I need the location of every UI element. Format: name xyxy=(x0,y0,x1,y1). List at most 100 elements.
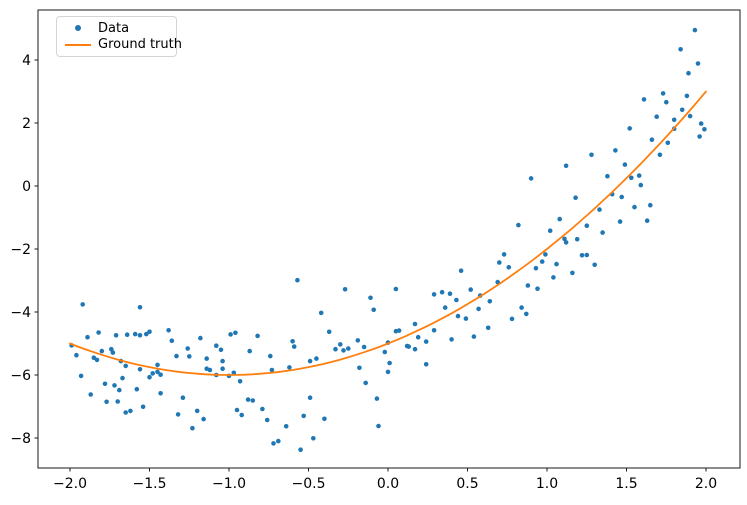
scatter-point xyxy=(641,97,647,102)
scatter-point xyxy=(684,93,690,99)
scatter-point xyxy=(85,334,90,340)
scatter-point xyxy=(298,447,303,453)
scatter-point xyxy=(144,331,149,337)
scatter-point xyxy=(431,328,437,333)
scatter-point xyxy=(412,321,418,327)
scatter-point xyxy=(463,316,469,321)
scatter-point xyxy=(207,367,213,373)
scatter-point xyxy=(412,346,418,352)
scatter-point xyxy=(80,302,85,307)
scatter-point xyxy=(671,117,677,123)
scatter-point xyxy=(132,331,138,337)
scatter-point xyxy=(271,441,276,446)
scatter-point xyxy=(371,307,377,313)
legend-item-data[interactable]: Data xyxy=(64,20,170,37)
scatter-point xyxy=(562,236,567,242)
scatter-point xyxy=(471,334,477,339)
scatter-point xyxy=(501,252,507,257)
scatter-point xyxy=(665,140,671,146)
scatter-point xyxy=(649,137,655,142)
scatter-point xyxy=(140,404,146,410)
scatter-point xyxy=(247,348,252,354)
scatter-point xyxy=(220,366,225,372)
scatter-point xyxy=(307,395,313,401)
scatter-point xyxy=(346,346,351,351)
scatter-point xyxy=(516,222,521,228)
scatter-point xyxy=(573,195,578,200)
scatter-point xyxy=(78,373,84,379)
scatter-point xyxy=(124,332,130,338)
scatter-point xyxy=(218,347,224,353)
scatter-point xyxy=(194,408,200,414)
scatter-point xyxy=(260,406,265,412)
y-tick-label: −8 xyxy=(10,431,31,447)
legend-swatch xyxy=(64,43,91,46)
scatter-point xyxy=(664,99,669,105)
y-tick-label: −6 xyxy=(10,368,31,384)
scatter-point xyxy=(543,252,548,257)
scatter-point xyxy=(487,299,493,304)
scatter-point xyxy=(228,332,233,337)
scatter-point xyxy=(454,297,459,303)
scatter-point xyxy=(91,355,97,361)
scatter-point xyxy=(355,338,361,343)
scatter-point xyxy=(99,348,105,354)
scatter-point xyxy=(692,27,698,33)
legend-item-ground-truth[interactable]: Ground truth xyxy=(64,37,182,54)
x-tick-label: −2.0 xyxy=(53,476,87,492)
scatter-point xyxy=(268,353,273,359)
scatter-point xyxy=(476,306,481,312)
scatter-point xyxy=(458,268,464,274)
scatter-point xyxy=(137,333,143,338)
scatter-point xyxy=(584,223,590,228)
scatter-point xyxy=(123,363,128,369)
scatter-point xyxy=(155,362,160,368)
scatter-point xyxy=(190,425,195,431)
scatter-point xyxy=(363,380,369,386)
scatter-point xyxy=(406,344,412,349)
scatter-point xyxy=(307,358,313,364)
scatter-point xyxy=(233,330,238,336)
scatter-point xyxy=(396,328,402,333)
scatter-point xyxy=(597,207,602,212)
axes-spines xyxy=(37,9,741,469)
scatter-point xyxy=(605,173,610,179)
scatter-point xyxy=(455,313,461,319)
scatter-point xyxy=(519,305,524,310)
scatter-point xyxy=(147,374,152,380)
x-tick-label: 0.5 xyxy=(456,476,478,492)
scatter-point xyxy=(94,357,100,363)
scatter-point xyxy=(110,350,116,355)
x-tick-label: 1.5 xyxy=(615,476,637,492)
scatter-point xyxy=(570,270,575,276)
scatter-point xyxy=(220,358,225,364)
scatter-point xyxy=(147,329,152,335)
scatter-point xyxy=(326,329,332,335)
scatter-point xyxy=(442,305,448,310)
y-tick-label: 0 xyxy=(22,179,31,195)
scatter-point xyxy=(648,202,653,208)
scatter-point xyxy=(234,407,240,413)
scatter-point xyxy=(525,283,531,288)
x-tick-label: −0.5 xyxy=(292,476,326,492)
y-tick-label: −2 xyxy=(10,242,31,258)
scatter-point xyxy=(104,399,109,405)
scatter-point xyxy=(150,371,155,376)
scatter-point xyxy=(551,275,556,280)
scatter-point xyxy=(283,424,289,429)
scatter-point xyxy=(112,383,117,388)
scatter-point xyxy=(276,438,281,444)
scatter-point xyxy=(237,379,243,384)
scatter-point xyxy=(506,265,512,270)
legend[interactable]: Data Ground truth xyxy=(56,16,182,57)
scatter-point xyxy=(291,344,297,349)
legend-label-ground-truth: Ground truth xyxy=(98,37,182,53)
scatter-point xyxy=(374,396,380,401)
scatter-point xyxy=(357,365,362,371)
scatter-point xyxy=(318,310,324,316)
scatter-point xyxy=(341,348,346,353)
scatter-point xyxy=(185,346,190,351)
legend-label-data: Data xyxy=(98,20,130,36)
